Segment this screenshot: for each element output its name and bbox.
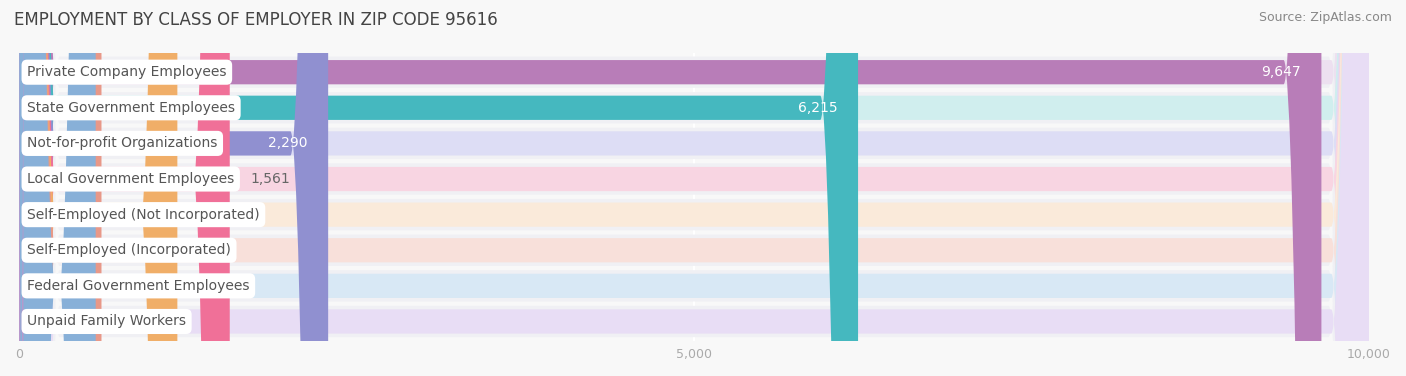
- FancyBboxPatch shape: [20, 0, 858, 376]
- Text: Source: ZipAtlas.com: Source: ZipAtlas.com: [1258, 11, 1392, 24]
- FancyBboxPatch shape: [20, 0, 96, 376]
- Text: 568: 568: [115, 279, 142, 293]
- Text: Unpaid Family Workers: Unpaid Family Workers: [27, 314, 186, 329]
- FancyBboxPatch shape: [20, 0, 1369, 376]
- FancyBboxPatch shape: [20, 0, 229, 376]
- Text: Private Company Employees: Private Company Employees: [27, 65, 226, 79]
- Text: 1,173: 1,173: [198, 208, 238, 221]
- FancyBboxPatch shape: [20, 0, 1369, 376]
- FancyBboxPatch shape: [20, 0, 1369, 376]
- FancyBboxPatch shape: [20, 0, 328, 376]
- FancyBboxPatch shape: [20, 0, 1369, 376]
- FancyBboxPatch shape: [20, 0, 1369, 376]
- Text: 9,647: 9,647: [1261, 65, 1301, 79]
- Text: Not-for-profit Organizations: Not-for-profit Organizations: [27, 136, 218, 150]
- FancyBboxPatch shape: [20, 0, 1369, 376]
- Text: Local Government Employees: Local Government Employees: [27, 172, 235, 186]
- FancyBboxPatch shape: [20, 0, 1369, 376]
- Text: Self-Employed (Not Incorporated): Self-Employed (Not Incorporated): [27, 208, 260, 221]
- FancyBboxPatch shape: [20, 0, 1322, 376]
- FancyBboxPatch shape: [20, 0, 1369, 376]
- Text: 611: 611: [122, 243, 149, 257]
- FancyBboxPatch shape: [20, 0, 1369, 376]
- FancyBboxPatch shape: [20, 0, 1369, 376]
- Text: 33: 33: [44, 314, 62, 329]
- Text: 2,290: 2,290: [269, 136, 308, 150]
- FancyBboxPatch shape: [20, 0, 1369, 376]
- Text: Self-Employed (Incorporated): Self-Employed (Incorporated): [27, 243, 231, 257]
- Text: EMPLOYMENT BY CLASS OF EMPLOYER IN ZIP CODE 95616: EMPLOYMENT BY CLASS OF EMPLOYER IN ZIP C…: [14, 11, 498, 29]
- Text: 6,215: 6,215: [799, 101, 838, 115]
- FancyBboxPatch shape: [20, 0, 1369, 376]
- FancyBboxPatch shape: [20, 0, 177, 376]
- Text: 1,561: 1,561: [250, 172, 290, 186]
- FancyBboxPatch shape: [20, 0, 24, 376]
- Text: State Government Employees: State Government Employees: [27, 101, 235, 115]
- Text: Federal Government Employees: Federal Government Employees: [27, 279, 250, 293]
- FancyBboxPatch shape: [20, 0, 101, 376]
- FancyBboxPatch shape: [20, 0, 1369, 376]
- FancyBboxPatch shape: [20, 0, 1369, 376]
- FancyBboxPatch shape: [20, 0, 1369, 376]
- FancyBboxPatch shape: [20, 0, 1369, 376]
